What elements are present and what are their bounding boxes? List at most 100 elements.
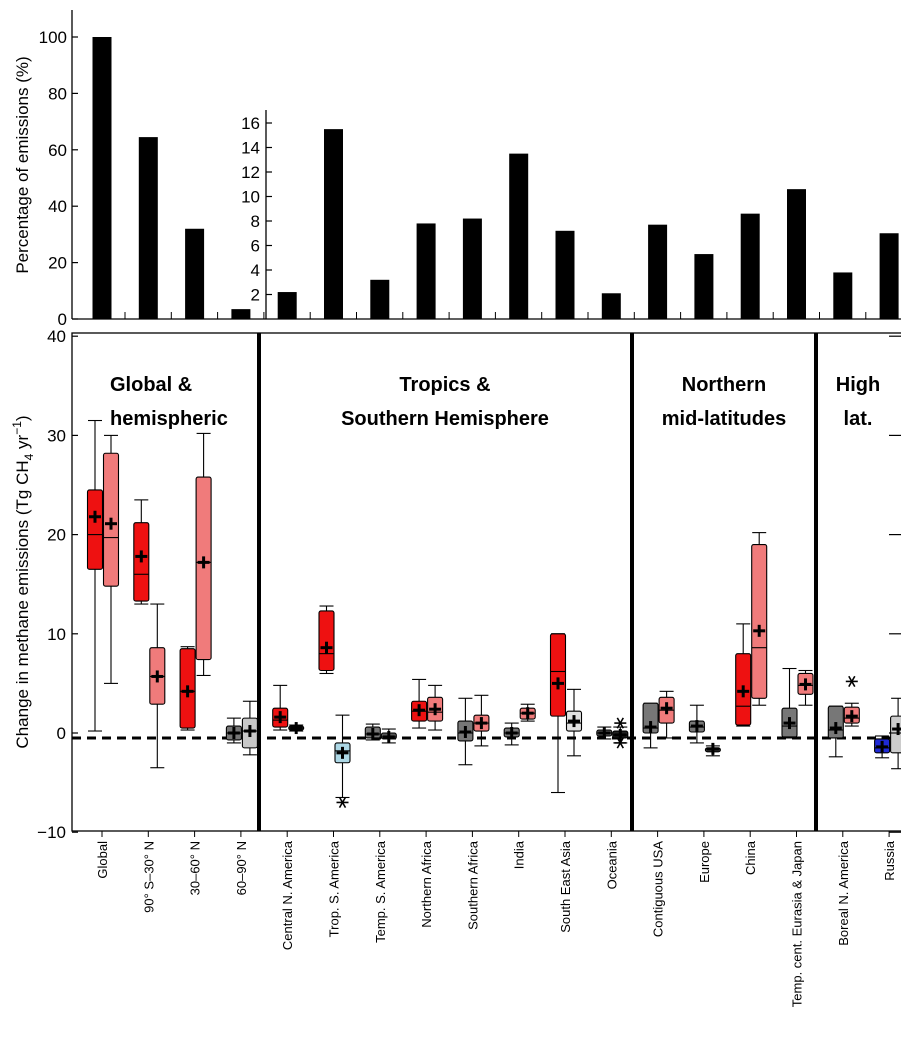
region-label-high-lat: lat.	[844, 408, 873, 430]
outlier-stroke	[616, 737, 624, 749]
bar-30-60-n	[185, 228, 205, 319]
ylabel-end: )	[13, 415, 32, 421]
box-temp-cent-eurasia-japan-left	[781, 667, 798, 739]
inset-tick-label: 6	[251, 237, 260, 256]
category-label-china: China	[743, 840, 758, 875]
bar-temp-cent-eurasia-japan	[787, 189, 806, 319]
box-central-n-america-left	[272, 684, 289, 731]
outlier-marker	[336, 796, 349, 809]
inset-tick-label: 16	[241, 114, 260, 133]
outlier-marker	[614, 717, 627, 729]
bar-southern-africa	[462, 218, 482, 319]
region-label-global-hemispheric: hemispheric	[110, 408, 228, 430]
emission-share-bar-panel: 0 20 40 60 80 100 Percentage of emissions (%) 2…	[13, 10, 901, 329]
bar-india	[509, 153, 529, 319]
bar-northern-africa	[416, 223, 436, 319]
bar-europe	[694, 254, 714, 319]
box-china-right	[751, 532, 768, 706]
inset-tick-label: 8	[251, 212, 260, 231]
box-tick-label: 30	[47, 426, 66, 445]
bar-russia	[879, 233, 899, 319]
box-tick-label: 10	[47, 625, 66, 644]
ylabel-sup: −1	[10, 421, 24, 435]
bar-y-axis-title: Percentage of emissions (%)	[13, 56, 32, 273]
bar-trop-s-america	[324, 129, 343, 319]
box-body	[751, 543, 768, 699]
box-central-n-america-right	[288, 722, 305, 735]
outlier-marker	[845, 675, 858, 688]
bar-contiguous-usa	[648, 224, 668, 319]
box-temp-s-america-left	[364, 723, 381, 741]
main-tick-label: 0	[58, 310, 67, 329]
category-labels: Global 90° S–30° N 30–60° N 60–90° N Central…	[95, 831, 897, 1007]
box-southern-africa-left	[457, 697, 474, 766]
ylabel-sub: 4	[22, 453, 36, 460]
bar-temp-s-america	[370, 279, 390, 319]
bar-boreal-n-america	[833, 272, 853, 319]
category-label-trop-s-america: Trop. S. America	[327, 840, 342, 937]
box-trop-s-america-right	[334, 714, 351, 809]
category-label-90-s-30-n: 90° S–30° N	[141, 841, 156, 913]
box-europe-right	[704, 742, 721, 757]
region-label-high-lat: High	[836, 374, 880, 396]
box-temp-s-america-right	[380, 728, 397, 744]
box-tick-label: −10	[37, 823, 66, 842]
box-russia-left	[874, 735, 891, 759]
ylabel-mid: yr	[13, 434, 32, 453]
bar-90-s-30-n	[138, 137, 158, 319]
box-60-90-n-left	[225, 717, 242, 744]
box-tick-label: 0	[57, 724, 66, 743]
region-label-northern-mid-latitudes: Northern	[682, 374, 766, 396]
outlier-stroke	[848, 675, 856, 688]
box-south-east-asia-left	[549, 633, 567, 794]
ylabel-main: Change in methane emissions (Tg CH	[13, 460, 32, 748]
category-label-russia: Russia	[882, 840, 897, 881]
category-label-global: Global	[95, 841, 110, 879]
box-body	[318, 610, 335, 672]
category-label-europe: Europe	[697, 841, 712, 883]
emission-change-box-panel: −10 0 10 20 30 40 Change in methane emissions …	[10, 327, 901, 842]
outlier-marker	[614, 737, 627, 749]
box-russia-right	[890, 697, 901, 770]
box-contiguous-usa-right	[658, 690, 675, 739]
region-label-tropics-southern-hemisphere: Tropics &	[399, 374, 490, 396]
category-label-south-east-asia: South East Asia	[558, 840, 573, 933]
outlier-stroke	[616, 717, 624, 729]
category-label-60-90-n: 60–90° N	[234, 841, 249, 895]
box-60-90-n-right	[241, 700, 258, 756]
category-label-temp-cent-eurasia-japan: Temp. cent. Eurasia & Japan	[790, 841, 805, 1007]
main-tick-label: 60	[48, 141, 67, 160]
bar-central-n-america	[277, 292, 297, 319]
category-label-southern-africa: Southern Africa	[465, 840, 480, 930]
category-label-temp-s-america: Temp. S. America	[373, 840, 388, 943]
box-global-left	[86, 419, 104, 732]
box-india-left	[503, 722, 520, 746]
box-india-right	[519, 703, 536, 722]
box-boreal-n-america-right	[843, 675, 860, 727]
box-northern-africa-right	[427, 684, 444, 731]
category-label-30-60-n: 30–60° N	[188, 841, 203, 895]
inset-tick-label: 14	[241, 139, 260, 158]
bar-south-east-asia	[555, 230, 575, 319]
box-body	[86, 489, 104, 570]
bar-60-90-n	[231, 309, 251, 319]
main-tick-label: 100	[39, 28, 67, 47]
box-contiguous-usa-left	[642, 702, 659, 749]
box-northern-africa-left	[411, 678, 428, 729]
box-global-right	[102, 434, 120, 684]
box-tick-label: 20	[47, 526, 66, 545]
box-tick-label: 40	[47, 327, 66, 346]
inset-tick-label: 4	[251, 261, 260, 280]
box-europe-left	[688, 704, 705, 744]
box-body	[549, 633, 567, 717]
region-label-global-hemispheric: Global &	[110, 374, 192, 396]
box-temp-cent-eurasia-japan-right	[797, 669, 814, 706]
box-30-60-n-right	[195, 432, 212, 677]
inset-tick-label: 2	[251, 286, 260, 305]
box-trop-s-america-left	[318, 605, 335, 675]
bar-oceania	[601, 293, 621, 319]
box-oceania-left	[596, 726, 613, 740]
box-southern-africa-right	[473, 694, 490, 747]
box-plot-frame	[71, 332, 901, 832]
